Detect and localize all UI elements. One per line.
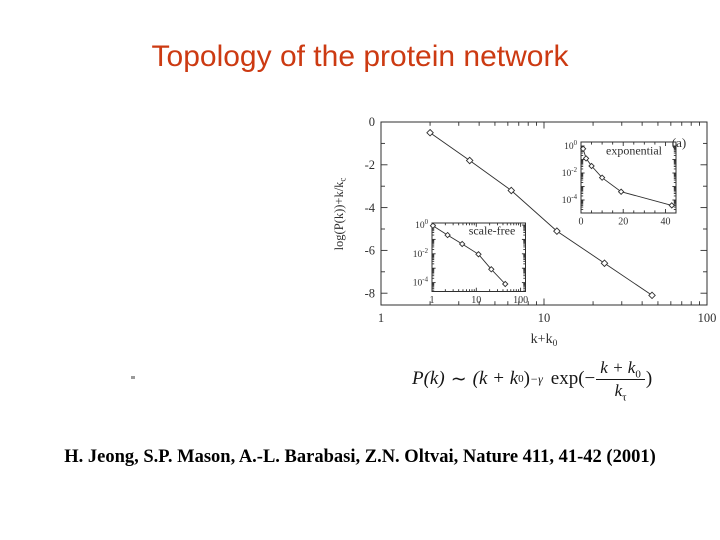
svg-text:1: 1 <box>378 311 384 325</box>
svg-text:10-2: 10-2 <box>413 248 429 260</box>
formula-fraction: k + k0 kτ <box>596 358 645 403</box>
svg-text:k+k0: k+k0 <box>531 332 558 349</box>
stray-bullet-dot <box>131 376 135 379</box>
formula-close-paren: ) <box>645 368 653 389</box>
svg-text:100: 100 <box>415 219 429 231</box>
svg-text:scale-free: scale-free <box>469 224 516 238</box>
formula-fraction-numerator: k + k0 <box>596 358 645 380</box>
svg-text:100: 100 <box>564 140 578 152</box>
svg-text:-6: -6 <box>365 244 375 258</box>
svg-text:0: 0 <box>579 217 584 228</box>
formula-lhs: P(k) <box>412 368 445 389</box>
svg-text:10: 10 <box>538 311 551 325</box>
svg-text:100: 100 <box>698 311 717 325</box>
svg-text:10-4: 10-4 <box>562 194 578 206</box>
degree-distribution-formula: P(k) ∼ (k + k 0) −γ exp(− k + k0 kτ) <box>412 357 653 403</box>
formula-base: (k + k <box>472 368 519 389</box>
svg-text:0: 0 <box>369 115 375 129</box>
formula-base-close: ) <box>523 368 530 389</box>
slide-title: Topology of the protein network <box>151 40 569 73</box>
svg-text:-2: -2 <box>365 158 375 172</box>
svg-text:10-2: 10-2 <box>562 167 578 179</box>
svg-text:1: 1 <box>430 295 435 306</box>
svg-text:-4: -4 <box>365 201 376 215</box>
citation: H. Jeong, S.P. Mason, A.-L. Barabasi, Z.… <box>64 447 656 467</box>
svg-text:log(P(k))+k/kc: log(P(k))+k/kc <box>332 178 348 251</box>
svg-text:20: 20 <box>618 217 628 228</box>
formula-exp-function: exp(− <box>550 368 596 389</box>
svg-text:exponential: exponential <box>606 144 663 158</box>
formula-fraction-denominator: kτ <box>614 380 627 403</box>
protein-network-figure: 1 10 100 0 -2 -4 -6 -8 k+k0 log(P(k))+k/kc (a) 0 20 4… <box>330 106 720 356</box>
svg-text:100: 100 <box>513 295 528 306</box>
svg-text:10-4: 10-4 <box>413 277 429 289</box>
svg-text:-8: -8 <box>365 286 375 300</box>
formula-relation: ∼ <box>450 368 467 390</box>
svg-text:40: 40 <box>660 217 670 228</box>
svg-text:10: 10 <box>471 295 481 306</box>
